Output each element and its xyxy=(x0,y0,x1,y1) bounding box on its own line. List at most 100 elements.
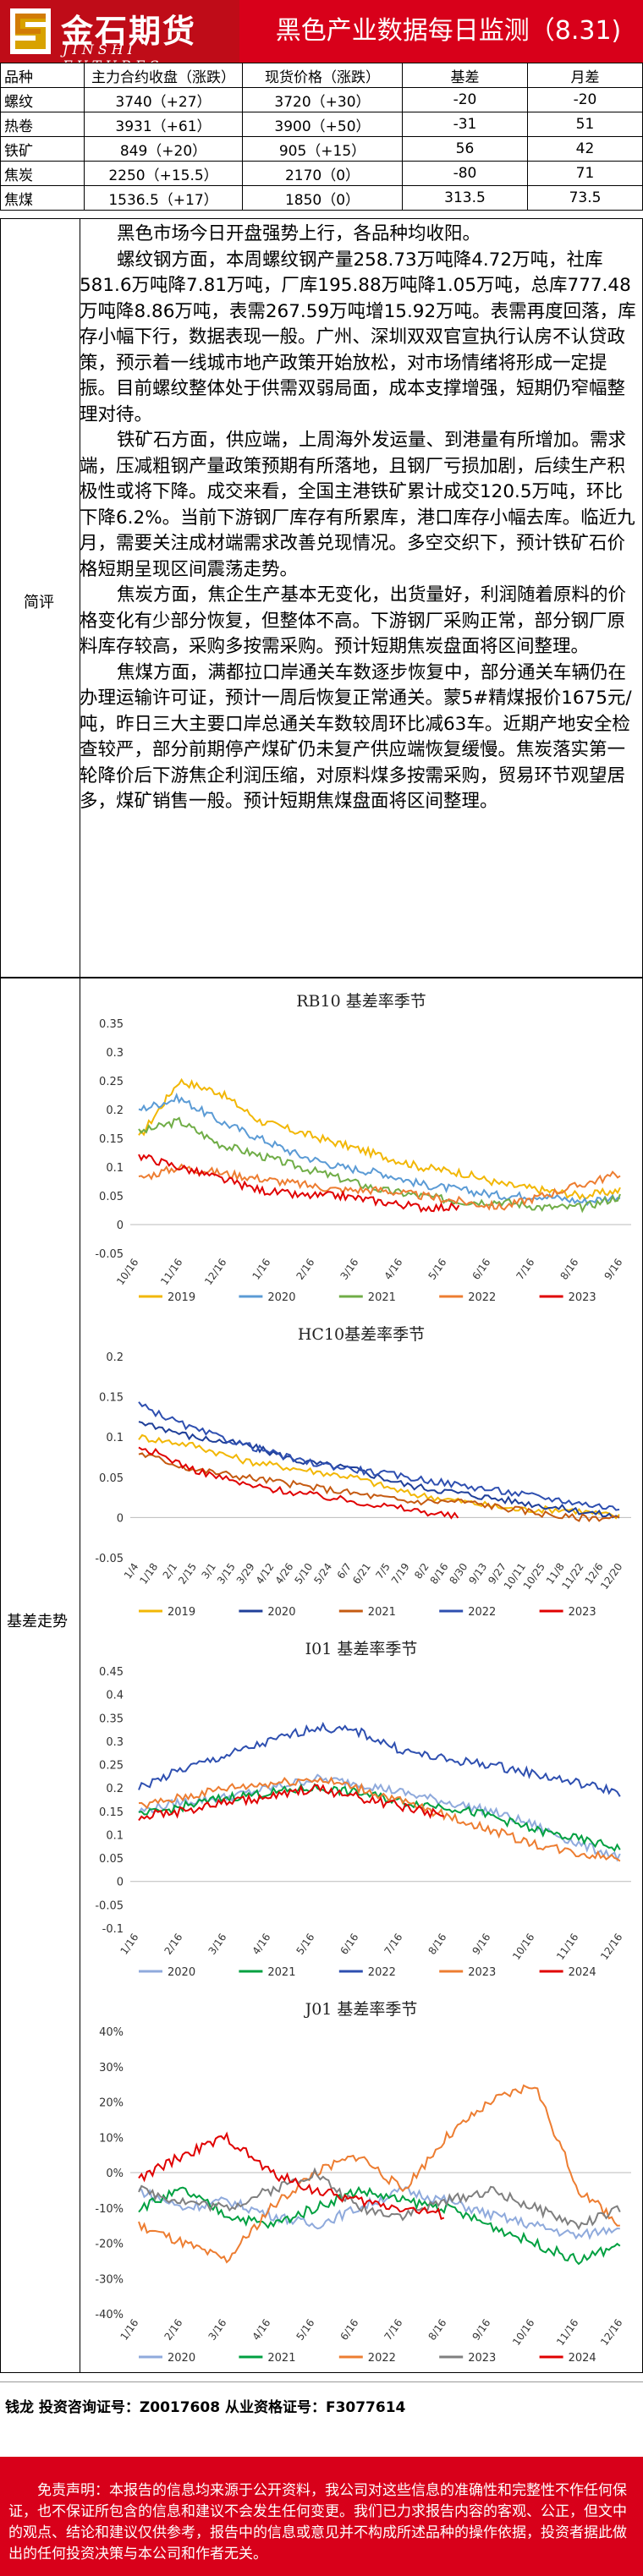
y-tick-label: 0.1 xyxy=(106,1432,124,1444)
y-tick-label: 0.4 xyxy=(106,1690,124,1702)
y-tick-label: 0 xyxy=(117,1219,124,1232)
series-line xyxy=(138,1163,621,1211)
y-tick-label: 0.35 xyxy=(99,1713,124,1725)
series-line xyxy=(138,1092,621,1207)
commentary-text: 黑色市场今日开盘强势上行，各品种均收阳。 螺纹钢方面，本周螺纹钢产量258.73… xyxy=(80,222,640,815)
commentary-paragraph: 铁矿石方面，供应端，上周海外发运量、到港量有所增加。需求端，压减粗钢产量政策预期… xyxy=(80,430,635,580)
x-tick-label: 2/16 xyxy=(294,1257,317,1282)
y-tick-label: 0.15 xyxy=(99,1392,124,1405)
legend-label: 2023 xyxy=(468,1966,496,1979)
x-tick-label: 5/10 xyxy=(292,1561,315,1587)
y-tick-label: 0.25 xyxy=(99,1760,124,1773)
basis-value: -80 xyxy=(402,161,528,186)
x-tick-label: 7/16 xyxy=(382,1932,405,1957)
series-line xyxy=(138,1077,621,1201)
table-header-cell: 月差 xyxy=(527,63,643,88)
series-line xyxy=(138,1721,621,1797)
x-tick-label: 3/29 xyxy=(234,1561,257,1587)
futures-close: 3740（+27） xyxy=(84,87,243,112)
spread-value: -20 xyxy=(527,87,643,112)
spot-price: 3720（+30） xyxy=(242,87,403,112)
table-header-cell: 基差 xyxy=(402,63,528,88)
disclaimer-box: 免责声明：本报告的信息均来源于公开资料，我公司对这些信息的准确性和完整性不作任何… xyxy=(0,2457,643,2576)
legend-label: 2022 xyxy=(368,1966,396,1979)
x-tick-label: 1/18 xyxy=(137,1561,160,1587)
legend-label: 2022 xyxy=(368,2352,396,2365)
x-tick-label: 11/16 xyxy=(554,1932,580,1962)
y-tick-label: 0.15 xyxy=(99,1133,124,1146)
x-tick-label: 4/26 xyxy=(273,1561,296,1587)
disclaimer-text: 免责声明：本报告的信息均来源于公开资料，我公司对这些信息的准确性和完整性不作任何… xyxy=(8,2482,627,2562)
series-line xyxy=(138,1116,621,1214)
y-tick-label: -40% xyxy=(95,2309,124,2321)
x-tick-label: 5/16 xyxy=(294,2317,317,2343)
y-tick-label: 0% xyxy=(106,2168,124,2180)
x-tick-label: 8/16 xyxy=(428,1561,451,1587)
series-line xyxy=(138,2167,621,2231)
y-tick-label: 0.2 xyxy=(106,1783,124,1795)
legend-label: 2021 xyxy=(267,1966,295,1979)
x-tick-label: 4/16 xyxy=(250,1932,273,1957)
series-line xyxy=(138,1776,621,1862)
legend-label: 2023 xyxy=(569,1606,596,1619)
series-line xyxy=(138,2131,445,2221)
y-tick-label: -0.05 xyxy=(95,1553,124,1565)
basis-value: 56 xyxy=(402,136,528,162)
x-tick-label: 10/16 xyxy=(114,1257,140,1287)
y-tick-label: -30% xyxy=(95,2273,124,2286)
y-tick-label: 20% xyxy=(99,2097,124,2110)
logo-chinese-text: 金石期货 xyxy=(61,12,197,50)
y-tick-label: 0.35 xyxy=(99,1018,124,1031)
hc10-basis-chart: HC10基差率季节 0.2 0.15 0.1 0.05 0 -0.05 1/4 1/18 2/1 2… xyxy=(80,1313,643,1625)
y-tick-label: 0.15 xyxy=(99,1806,124,1819)
series-line xyxy=(138,1783,621,1852)
x-tick-label: 2/16 xyxy=(162,2317,185,2343)
futures-close: 3931（+61） xyxy=(84,112,243,137)
legend-label: 2024 xyxy=(569,1966,596,1979)
x-tick-label: 1/16 xyxy=(250,1257,273,1282)
legend-label: 2019 xyxy=(168,1606,195,1619)
basis-label-cell xyxy=(0,978,80,2373)
x-tick-label: 5/24 xyxy=(311,1561,334,1587)
x-tick-label: 10/16 xyxy=(510,2317,536,2348)
table-row: 铁矿 849（+20） 905（+15） 56 42 xyxy=(0,136,643,162)
chart-svg: RB10 基差率季节 0.35 0.3 0.25 0.2 0.15 0.1 0.05 0 -0.0… xyxy=(95,992,631,1304)
x-tick-label: 6/16 xyxy=(338,1932,361,1957)
y-tick-label: -20% xyxy=(95,2239,124,2251)
legend-label: 2019 xyxy=(168,1291,195,1304)
commentary-label: 简评 xyxy=(24,594,54,611)
product-name: 热卷 xyxy=(0,112,85,137)
chart-title: I01 基差率季节 xyxy=(305,1640,418,1658)
y-tick-label: -10% xyxy=(95,2203,124,2216)
spread-value: 51 xyxy=(527,112,643,137)
series-line xyxy=(138,2185,620,2240)
x-tick-label: 7/16 xyxy=(382,2317,405,2343)
x-tick-label: 8/16 xyxy=(558,1257,581,1282)
y-tick-label: 0.1 xyxy=(106,1162,124,1175)
y-tick-label: -0.1 xyxy=(102,1923,124,1936)
x-tick-label: 12/16 xyxy=(202,1257,228,1287)
y-tick-label: 0.3 xyxy=(106,1736,124,1749)
x-tick-label: 4/16 xyxy=(382,1257,405,1282)
x-tick-label: 9/16 xyxy=(470,2317,493,2343)
spread-value: 42 xyxy=(527,136,643,162)
y-tick-label: 0.3 xyxy=(106,1047,124,1060)
x-tick-label: 7/19 xyxy=(389,1561,412,1587)
spread-value: 73.5 xyxy=(527,185,643,211)
footer-divider xyxy=(0,2381,643,2382)
basis-value: 313.5 xyxy=(402,185,528,211)
legend-label: 2020 xyxy=(267,1606,295,1619)
x-tick-label: 9/16 xyxy=(470,1932,493,1957)
y-tick-label: 0.2 xyxy=(106,1104,124,1117)
x-tick-label: 4/12 xyxy=(254,1561,277,1587)
y-tick-label: 0.05 xyxy=(99,1472,124,1485)
series-line xyxy=(138,1784,444,1822)
x-tick-label: 12/16 xyxy=(598,2317,624,2348)
spot-price: 2170（0） xyxy=(242,161,403,186)
futures-close: 849（+20） xyxy=(84,136,243,162)
basis-value: -20 xyxy=(402,87,528,112)
chart-title: HC10基差率季节 xyxy=(298,1325,425,1344)
spot-price: 905（+15） xyxy=(242,136,403,162)
series-line xyxy=(138,1452,620,1523)
chart-title: RB10 基差率季节 xyxy=(296,992,426,1011)
